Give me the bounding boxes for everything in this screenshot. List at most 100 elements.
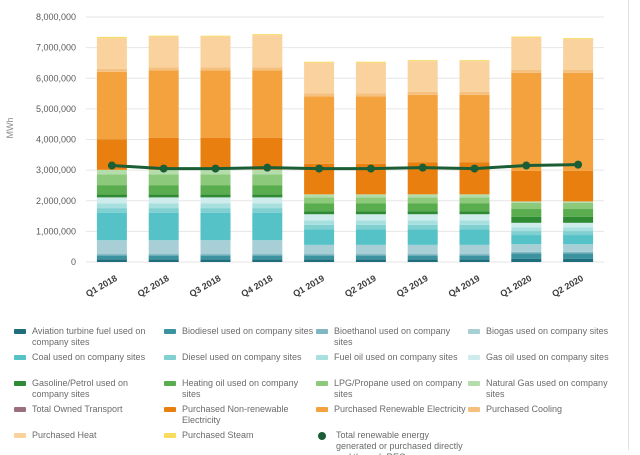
y-tick-label: 0 bbox=[71, 257, 76, 267]
bar-segment bbox=[304, 244, 335, 255]
x-tick-label: Q1 2020 bbox=[498, 273, 533, 299]
bar-segment bbox=[511, 227, 542, 232]
legend-label: Total renewable energy generated or purc… bbox=[336, 430, 463, 455]
legend-item[interactable]: Purchased Heat bbox=[14, 430, 162, 455]
legend-item[interactable]: Aviation turbine fuel used on company si… bbox=[14, 326, 162, 351]
bar-segment bbox=[304, 197, 335, 204]
bar-segment bbox=[511, 244, 542, 252]
bar-segment bbox=[407, 255, 438, 260]
bar-segment bbox=[459, 255, 490, 260]
bar-segment bbox=[459, 244, 490, 255]
bar-segment bbox=[407, 224, 438, 230]
legend-item[interactable]: Purchased Renewable Electricity bbox=[316, 404, 466, 429]
y-tick-label: 2,000,000 bbox=[36, 196, 76, 206]
legend-item[interactable]: Natural Gas used on company sites bbox=[468, 378, 618, 403]
x-tick-label: Q3 2019 bbox=[395, 273, 430, 299]
bar-segment bbox=[563, 216, 594, 223]
bar-segment bbox=[355, 224, 386, 230]
bar-segment bbox=[96, 174, 127, 186]
bar-segment bbox=[407, 60, 438, 62]
y-tick-label: 6,000,000 bbox=[36, 73, 76, 83]
legend-swatch bbox=[318, 432, 326, 440]
bar-segment bbox=[148, 194, 179, 198]
y-tick-label: 3,000,000 bbox=[36, 165, 76, 175]
legend-item[interactable]: LPG/Propane used on company sites bbox=[316, 378, 466, 403]
bar-segment bbox=[304, 220, 335, 225]
legend-label: Biodiesel used on company sites bbox=[182, 326, 314, 336]
legend-item[interactable]: Total renewable energy generated or purc… bbox=[316, 430, 466, 455]
bar-segment bbox=[563, 39, 594, 70]
renewable-total-point bbox=[211, 164, 220, 173]
bar-segment bbox=[459, 254, 490, 256]
bar-segment bbox=[459, 220, 490, 225]
legend-item[interactable]: Gas oil used on company sites bbox=[468, 352, 618, 377]
legend-item[interactable]: Fuel oil used on company sites bbox=[316, 352, 466, 377]
stacked-bar-chart: 0 1,000,000 2,000,000 3,000,000 4,000,000 5,0… bbox=[5, 12, 604, 299]
bar-segment bbox=[200, 70, 231, 138]
bar-segment bbox=[304, 211, 335, 215]
bar-segment bbox=[563, 222, 594, 228]
y-tick-label: 4,000,000 bbox=[36, 135, 76, 145]
legend-label: Purchased Cooling bbox=[486, 404, 563, 414]
bar-segment bbox=[407, 259, 438, 262]
bar-segment bbox=[459, 214, 490, 221]
bar-segment bbox=[407, 211, 438, 215]
legend-item[interactable]: Purchased Non-renewable Electricity bbox=[164, 404, 314, 429]
bar-segment bbox=[200, 67, 231, 71]
bar-segment bbox=[304, 255, 335, 260]
bar-segment bbox=[355, 194, 386, 198]
legend-item[interactable]: Total Owned Transport bbox=[14, 404, 162, 429]
bar-segment bbox=[304, 93, 335, 97]
renewable-total-point bbox=[263, 163, 272, 172]
bar-segment bbox=[355, 61, 386, 63]
legend-swatch bbox=[164, 329, 176, 334]
y-tick-label: 8,000,000 bbox=[36, 12, 76, 22]
bar-segment bbox=[304, 254, 335, 256]
legend-label: Total Owned Transport bbox=[32, 404, 123, 414]
legend-item[interactable]: Purchased Steam bbox=[164, 430, 314, 455]
legend-swatch bbox=[164, 433, 176, 438]
legend-swatch bbox=[316, 355, 328, 360]
bar-segment bbox=[148, 36, 179, 68]
y-axis-label: MWh bbox=[5, 118, 15, 139]
legend-item[interactable]: Coal used on company sites bbox=[14, 352, 162, 377]
x-tick-label: Q1 2018 bbox=[84, 273, 119, 299]
legend-item[interactable]: Purchased Cooling bbox=[468, 404, 618, 429]
legend-swatch bbox=[164, 407, 176, 412]
bar-segment bbox=[252, 185, 283, 195]
x-tick-label: Q4 2018 bbox=[239, 273, 274, 299]
bar-segment bbox=[511, 258, 542, 262]
bar-segment bbox=[407, 194, 438, 198]
x-tick-label: Q3 2018 bbox=[188, 273, 223, 299]
legend-item[interactable]: Biodiesel used on company sites bbox=[164, 326, 314, 351]
bar-segment bbox=[459, 60, 490, 62]
bar-segment bbox=[148, 197, 179, 204]
legend-item[interactable]: Bioethanol used on company sites bbox=[316, 326, 466, 351]
bar-segment bbox=[355, 93, 386, 97]
bar-segment bbox=[459, 203, 490, 212]
legend-item[interactable]: Gasoline/Petrol used on company sites bbox=[14, 378, 162, 403]
bar-segment bbox=[252, 208, 283, 213]
bar-segment bbox=[407, 244, 438, 255]
renewable-total-point bbox=[522, 161, 531, 170]
bar-segment bbox=[96, 212, 127, 241]
legend-label: Purchased Steam bbox=[182, 430, 254, 440]
x-tick-label: Q2 2018 bbox=[136, 273, 171, 299]
legend-item[interactable]: Heating oil used on company sites bbox=[164, 378, 314, 403]
bar-segment bbox=[148, 35, 179, 37]
x-tick-label: Q1 2019 bbox=[291, 273, 326, 299]
legend-label: Purchased Renewable Electricity bbox=[334, 404, 466, 414]
bar-segment bbox=[148, 208, 179, 213]
legend-item[interactable]: Diesel used on company sites bbox=[164, 352, 314, 377]
bar-segment bbox=[563, 231, 594, 236]
bar-segment bbox=[563, 244, 594, 252]
bar-segment bbox=[511, 231, 542, 236]
legend-item[interactable]: Biogas used on company sites bbox=[468, 326, 618, 351]
legend-label: Biogas used on company sites bbox=[486, 326, 609, 336]
renewable-total-point bbox=[107, 161, 116, 170]
renewable-total-line bbox=[111, 163, 579, 171]
bar-segment bbox=[407, 220, 438, 225]
bar-segment bbox=[96, 194, 127, 198]
renewable-total-point bbox=[159, 164, 168, 173]
bar-segment bbox=[459, 61, 490, 92]
